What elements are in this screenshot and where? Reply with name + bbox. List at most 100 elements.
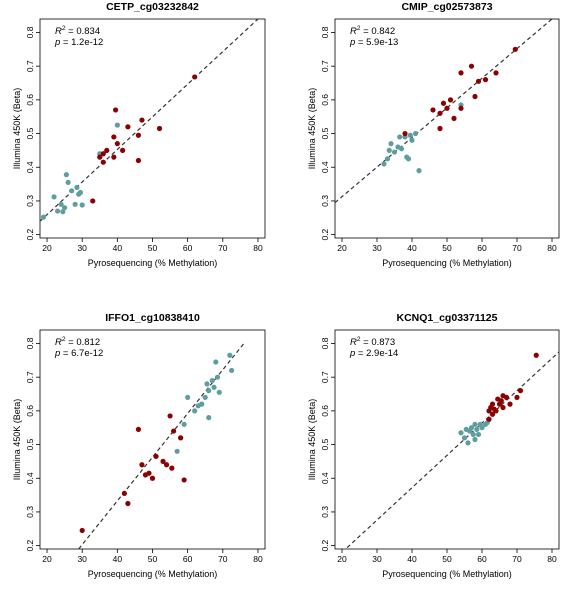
teal-data-point [468,425,475,431]
chart-panel: CMIP_cg02573873 20 30 40 50 60 70 80 0.2 0.3 0.4 0.… [307,1,560,268]
teal-data-point [209,377,215,384]
red-data-point [100,159,106,165]
teal-data-point [181,421,187,427]
y-tick-label: 0.2 [320,228,330,240]
red-data-point [514,394,520,400]
red-data-point [125,500,131,507]
x-tick-label: 60 [183,554,193,564]
teal-data-point [211,384,217,390]
red-data-point [440,100,447,106]
teal-data-point [114,122,120,128]
x-tick-label: 40 [407,243,417,253]
x-tick-label: 30 [77,243,87,253]
teal-data-point [58,201,64,207]
chart-panel: CETP_cg03232842 20 30 40 50 60 70 80 0.2 0.3 0.4 0.… [12,1,266,268]
red-data-point [135,157,142,164]
y-tick-label: 0.6 [25,405,35,417]
r-squared-label: R2 = 0.842 [350,25,395,37]
red-data-point [458,70,464,76]
red-data-point [100,151,106,157]
red-data-point [121,490,127,497]
x-tick-label: 70 [512,554,522,564]
y-tick-label: 0.8 [320,26,330,38]
chart-title: KCNQ1_cg03371125 [397,312,498,324]
red-data-point [149,475,156,481]
chart-title: IFFO1_cg10838410 [105,312,200,324]
red-data-point [120,147,126,153]
x-tick-label: 30 [77,554,87,564]
p-value-label: p = 5.9e-13 [349,37,398,48]
x-tick-label: 80 [253,554,263,564]
teal-data-point [213,359,219,365]
x-tick-label: 50 [148,243,158,253]
x-tick-label: 30 [372,243,382,253]
teal-data-point [384,156,391,162]
red-data-point [139,462,145,468]
teal-data-point [472,421,478,427]
x-tick-label: 70 [512,243,522,253]
y-tick-label: 0.3 [25,195,35,207]
y-tick-label: 0.3 [25,506,35,518]
y-tick-label: 0.7 [320,371,330,383]
teal-data-point [206,415,212,421]
x-tick-label: 40 [407,554,417,564]
regression-line [335,19,553,204]
teal-data-point [202,394,208,400]
y-axis-label: Illumina 450K (Beta) [12,88,22,170]
red-data-point [139,117,145,123]
teal-data-point [409,137,415,143]
y-tick-label: 0.7 [320,60,330,72]
teal-data-point [227,352,233,358]
red-data-point [493,408,499,414]
teal-data-point [461,435,468,441]
red-data-point [475,78,482,84]
red-data-point [472,93,478,100]
red-data-point [437,110,443,116]
r-squared-label: R2 = 0.834 [55,25,100,37]
red-data-point [167,413,173,419]
teal-data-point [192,408,198,414]
teal-data-point [185,394,191,400]
r-squared-label: R2 = 0.812 [55,336,100,348]
p-value-label: p = 1.2e-12 [54,37,103,48]
x-tick-label: 70 [218,554,228,564]
red-data-point [507,401,513,407]
x-tick-label: 80 [547,243,557,253]
red-data-point [163,462,170,468]
x-axis-label: Pyrosequencing (% Methylation) [382,569,512,579]
red-data-point [90,198,96,204]
red-data-point [192,74,198,80]
teal-data-point [206,388,212,394]
chart-panel: IFFO1_cg10838410 20 30 40 50 60 70 80 0.2 0.3 0.4 0… [12,312,266,579]
teal-data-point [472,436,478,443]
teal-data-point [479,425,485,431]
x-tick-label: 80 [253,243,263,253]
x-axis-label: Pyrosequencing (% Methylation) [88,569,218,579]
red-data-point [181,477,187,483]
x-tick-label: 80 [547,554,557,564]
red-data-point [533,352,539,358]
teal-data-point [54,208,61,214]
teal-data-point [216,389,222,395]
red-data-point [170,428,177,434]
red-data-point [112,107,119,113]
y-tick-label: 0.3 [320,506,330,518]
x-tick-label: 50 [442,243,452,253]
red-data-point [169,465,175,471]
x-axis-label: Pyrosequencing (% Methylation) [382,258,512,268]
y-tick-label: 0.8 [25,26,35,38]
teal-data-point [386,147,392,153]
x-tick-label: 20 [337,554,347,564]
red-data-point [104,147,110,153]
r-squared-label: R2 = 0.873 [350,336,395,348]
teal-data-point [63,172,69,178]
y-axis-label: Illumina 450K (Beta) [12,399,22,481]
x-tick-label: 60 [183,243,193,253]
chart-title: CMIP_cg02573873 [401,1,492,13]
red-data-point [489,401,496,407]
p-value-label: p = 2.9e-14 [349,348,398,359]
regression-line [78,343,245,549]
red-data-point [503,394,510,400]
red-data-point [79,527,85,534]
red-data-point [517,388,524,394]
